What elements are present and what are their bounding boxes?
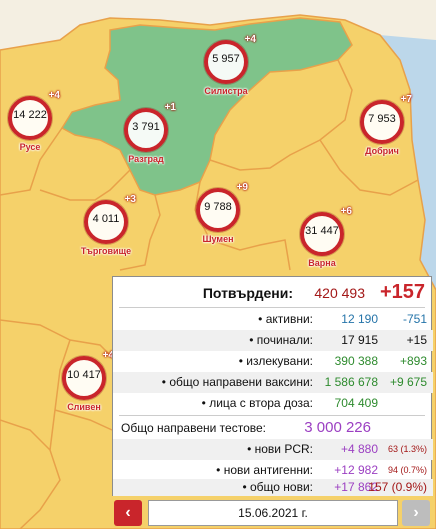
recovered-delta: +893 xyxy=(399,354,427,368)
marker-ring xyxy=(84,200,128,244)
vaccines-label: • общо направени ваксини: xyxy=(161,375,313,389)
stats-panel: Потвърдени: 420 493 +157 • активни: 12 1… xyxy=(112,276,433,496)
region-marker-varna[interactable]: 31 447 +6 Варна xyxy=(300,206,352,268)
region-marker-shumen[interactable]: 9 788 +9 Шумен xyxy=(196,182,248,244)
confirmed-row: Потвърдени: 420 493 +157 xyxy=(113,281,433,307)
second-dose-row: • лица с втора доза: 704 409 xyxy=(113,393,433,414)
cases-delta: +4 xyxy=(48,90,60,101)
region-name: Търговище xyxy=(80,246,132,256)
region-marker-silistra[interactable]: 5 957 +4 Силистра xyxy=(204,34,256,96)
region-marker-dobrich[interactable]: 7 953 +7 Добрич xyxy=(360,94,412,156)
marker-ring xyxy=(62,356,106,400)
second-dose-label: • лица с втора доза: xyxy=(201,396,313,410)
region-marker-ruse[interactable]: 14 222 +4 Русе xyxy=(8,90,60,152)
vaccines-row: • общо направени ваксини: 1 586 678 +9 6… xyxy=(113,372,433,393)
recovered-row: • излекувани: 390 388 +893 xyxy=(113,351,433,372)
divider xyxy=(119,307,425,308)
region-marker-razgrad[interactable]: 3 791 +1 Разград xyxy=(124,102,176,164)
deaths-row: • починали: 17 915 +15 xyxy=(113,330,433,351)
total-new-value: +17 862 xyxy=(334,480,378,494)
date-navigation: ‹ 15.06.2021 г. › xyxy=(112,500,432,526)
confirmed-delta: +157 xyxy=(379,281,425,303)
total-new-row: • общо нови: +17 862 157 (0.9%) xyxy=(113,479,433,496)
cases-count: 10 417 xyxy=(67,369,101,381)
chevron-right-icon: › xyxy=(413,504,419,521)
cases-delta: +6 xyxy=(340,206,352,217)
pcr-positive: 63 (1.3%) xyxy=(387,444,427,454)
antigen-value: +12 982 xyxy=(334,463,378,477)
antigen-label: • нови антигенни: xyxy=(216,463,313,477)
region-name: Силистра xyxy=(204,86,248,96)
region-borders xyxy=(0,59,419,529)
marker-ring xyxy=(8,96,52,140)
cases-delta: +1 xyxy=(164,102,176,113)
marker-ring xyxy=(204,40,248,84)
total-new-positive: 157 (0.9%) xyxy=(368,480,427,494)
cases-count: 14 222 xyxy=(13,109,47,121)
region-marker-sliven[interactable]: 10 417 +4 Сливен xyxy=(62,350,114,412)
cases-count: 9 788 xyxy=(204,201,232,213)
deaths-delta: +15 xyxy=(406,333,427,347)
northern-territory xyxy=(0,0,436,50)
active-delta: -751 xyxy=(402,312,427,326)
vaccines-delta: +9 675 xyxy=(389,375,427,389)
antigen-positive: 94 (0.7%) xyxy=(387,465,427,475)
tests-label: Общо направени тестове: xyxy=(121,421,266,435)
vaccines-value: 1 586 678 xyxy=(324,375,378,389)
date-display[interactable]: 15.06.2021 г. xyxy=(148,500,398,526)
pcr-label: • нови PCR: xyxy=(247,442,313,456)
region-name: Сливен xyxy=(67,402,101,412)
second-dose-value: 704 409 xyxy=(334,396,378,410)
region-marker-targovishte[interactable]: 4 011 +3 Търговище xyxy=(81,194,136,256)
next-day-button[interactable]: › xyxy=(402,500,430,526)
cases-count: 3 791 xyxy=(132,121,160,133)
tests-value: 3 000 226 xyxy=(304,419,371,436)
deaths-value: 17 915 xyxy=(341,333,378,347)
marker-ring xyxy=(360,100,404,144)
cases-count: 5 957 xyxy=(212,53,240,65)
cases-count: 7 953 xyxy=(368,113,396,125)
active-row: • активни: 12 190 -751 xyxy=(113,309,433,330)
divider xyxy=(119,415,425,416)
recovered-value: 390 388 xyxy=(334,354,378,368)
tests-row: Общо направени тестове: 3 000 226 xyxy=(113,417,433,439)
marker-ring xyxy=(124,108,168,152)
confirmed-value: 420 493 xyxy=(314,285,365,301)
region-name: Шумен xyxy=(202,234,234,244)
chevron-left-icon: ‹ xyxy=(125,504,131,521)
marker-ring xyxy=(300,212,344,256)
deaths-label: • починали: xyxy=(249,333,313,347)
pcr-value: +4 880 xyxy=(340,442,378,456)
cases-delta: +4 xyxy=(102,350,114,361)
cases-delta: +7 xyxy=(400,94,412,105)
antigen-row: • нови антигенни: +12 982 94 (0.7%) xyxy=(113,460,433,481)
confirmed-label: Потвърдени: xyxy=(202,285,293,301)
region-name: Варна xyxy=(308,258,336,268)
total-new-label: • общо нови: xyxy=(242,480,313,494)
cases-delta: +3 xyxy=(124,194,136,205)
cases-delta: +4 xyxy=(244,34,256,45)
marker-ring xyxy=(196,188,240,232)
pcr-row: • нови PCR: +4 880 63 (1.3%) xyxy=(113,439,433,460)
active-value: 12 190 xyxy=(341,312,378,326)
recovered-label: • излекувани: xyxy=(238,354,313,368)
cases-count: 4 011 xyxy=(92,213,120,225)
black-sea xyxy=(400,40,436,529)
region-name: Добрич xyxy=(365,146,399,156)
region-name: Разград xyxy=(128,154,164,164)
active-label: • активни: xyxy=(258,312,313,326)
region-name: Русе xyxy=(19,142,41,152)
cases-delta: +9 xyxy=(236,182,248,193)
prev-day-button[interactable]: ‹ xyxy=(114,500,142,526)
cases-count: 31 447 xyxy=(305,225,339,237)
